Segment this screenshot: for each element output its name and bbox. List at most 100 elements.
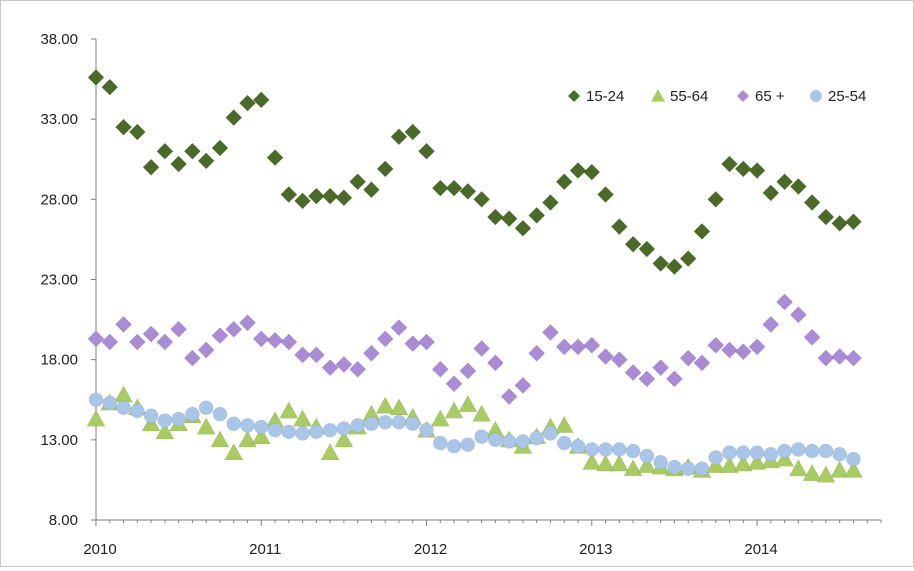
data-point-55-64	[279, 401, 299, 419]
series-55-64	[86, 385, 863, 483]
data-point-15-24	[542, 194, 559, 211]
data-point-65	[335, 356, 353, 373]
data-point-65	[569, 338, 587, 356]
data-point-15-24	[252, 91, 270, 109]
data-point-55-64	[458, 394, 478, 413]
series-65	[87, 293, 862, 405]
legend-label: 65 +	[755, 88, 785, 105]
data-point-65	[404, 335, 422, 353]
data-point-15-24	[266, 149, 284, 167]
data-point-25-54	[791, 442, 806, 457]
data-point-25-54	[405, 416, 421, 432]
data-point-25-54	[529, 430, 545, 446]
data-point-65	[707, 336, 725, 354]
data-point-55-64	[775, 449, 795, 467]
data-point-55-64	[114, 385, 134, 403]
legend-label: 25-54	[828, 88, 866, 105]
data-point-65	[321, 359, 339, 377]
data-point-25-54	[130, 403, 145, 419]
data-point-15-24	[803, 194, 821, 211]
y-tick-label: 18.00	[40, 352, 78, 369]
data-point-65	[831, 348, 849, 365]
data-point-55-64	[733, 454, 753, 472]
data-point-25-54	[240, 418, 255, 433]
data-point-25-54	[364, 416, 379, 432]
data-point-65	[266, 332, 284, 349]
data-point-65	[638, 370, 656, 388]
data-point-25-54	[598, 442, 613, 457]
data-point-15-24	[142, 158, 160, 176]
data-point-15-24	[679, 250, 697, 268]
data-point-15-24	[624, 235, 642, 253]
legend-marker	[651, 89, 665, 102]
data-point-65	[652, 359, 670, 377]
legend: 15-24 55-64 65 + 25-54	[568, 88, 866, 105]
data-point-15-24	[280, 186, 298, 203]
data-point-15-24	[638, 240, 656, 258]
data-point-25-54	[116, 400, 131, 416]
data-point-65	[280, 333, 298, 351]
data-point-15-24	[390, 128, 408, 146]
data-point-55-64	[830, 460, 850, 478]
legend-item-15-24: 15-24	[568, 88, 624, 105]
data-point-15-24	[404, 123, 422, 141]
data-point-15-24	[569, 162, 587, 179]
data-point-25-54	[88, 392, 104, 408]
legend-marker	[568, 90, 580, 102]
data-point-25-54	[267, 422, 283, 438]
data-point-55-64	[706, 455, 726, 473]
data-point-15-24	[431, 179, 449, 197]
data-point-55-64	[623, 459, 643, 477]
data-point-15-24	[459, 182, 477, 200]
data-point-15-24	[734, 160, 752, 178]
legend-item-55-64: 55-64	[651, 88, 708, 105]
data-point-25-54	[474, 429, 489, 444]
x-tick-label: 2011	[249, 541, 281, 558]
data-point-65	[817, 349, 835, 367]
data-point-65	[679, 349, 697, 367]
data-point-15-24	[170, 155, 188, 173]
data-point-15-24	[486, 208, 504, 226]
data-point-65	[610, 351, 628, 369]
data-point-65	[376, 330, 394, 348]
data-point-65	[528, 344, 546, 362]
data-point-25-54	[694, 461, 710, 476]
data-point-25-54	[143, 408, 159, 424]
data-point-25-54	[708, 450, 724, 465]
data-point-55-64	[375, 396, 395, 414]
x-tick-label: 2012	[414, 541, 447, 558]
data-point-65	[128, 333, 146, 351]
data-point-65	[845, 349, 862, 367]
data-point-25-54	[846, 451, 861, 467]
data-point-65	[721, 341, 738, 359]
data-point-25-54	[198, 400, 214, 416]
data-point-25-54	[653, 454, 668, 470]
data-point-25-54	[336, 421, 352, 436]
data-point-55-64	[788, 459, 808, 477]
data-point-65	[459, 362, 477, 380]
data-point-65	[225, 320, 243, 338]
data-point-25-54	[322, 422, 338, 438]
data-point-15-24	[473, 190, 491, 208]
data-point-65	[473, 340, 491, 357]
data-point-65	[597, 348, 614, 365]
data-point-25-54	[157, 413, 173, 428]
data-point-65	[115, 315, 132, 333]
data-point-25-54	[763, 446, 779, 462]
data-point-55-64	[320, 443, 340, 461]
data-point-55-64	[719, 455, 740, 473]
y-tick-label: 28.00	[40, 191, 78, 208]
data-point-25-54	[460, 437, 476, 452]
data-point-15-24	[307, 187, 325, 205]
data-point-65	[239, 314, 256, 332]
data-point-65	[624, 364, 642, 381]
data-point-65	[803, 328, 821, 346]
data-point-25-54	[432, 435, 448, 451]
data-point-65	[252, 330, 270, 348]
legend-label: 15-24	[586, 88, 624, 105]
data-point-25-54	[556, 435, 572, 451]
data-point-25-54	[377, 414, 393, 430]
data-point-55-64	[444, 401, 464, 419]
data-point-15-24	[87, 69, 105, 86]
